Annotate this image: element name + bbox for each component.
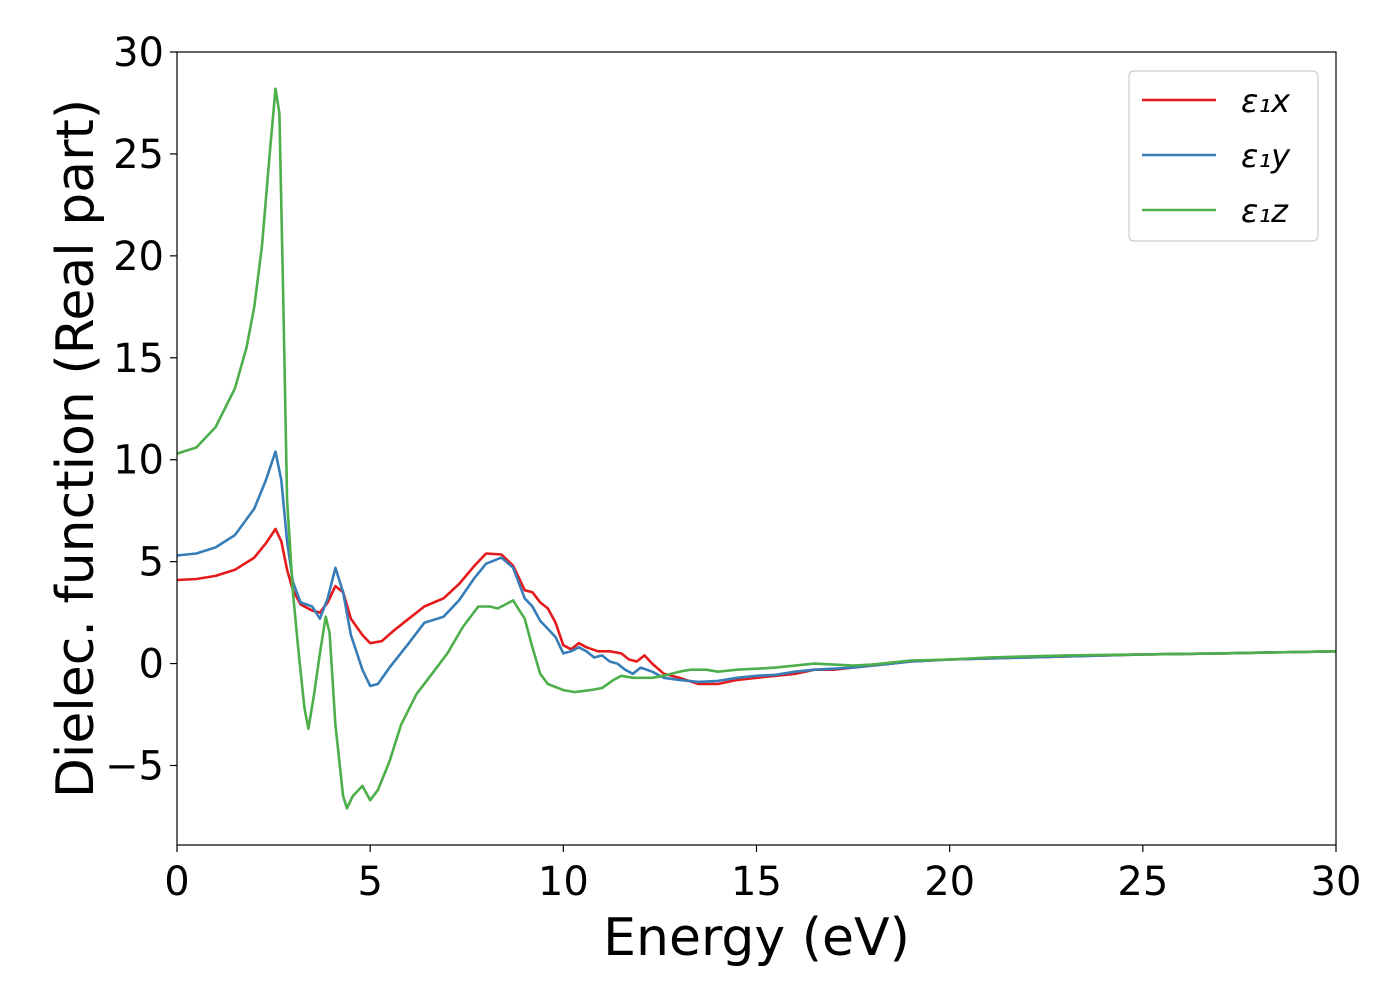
legend-label-3: ε₁z	[1241, 192, 1289, 230]
y-tick-label: 20	[113, 234, 164, 280]
legend-box	[1128, 70, 1319, 242]
x-tick-label: 25	[1117, 859, 1168, 905]
legend: ε₁x ε₁y ε₁z	[1128, 70, 1319, 242]
series-layer	[176, 87, 1337, 810]
y-tick-label: 25	[113, 132, 164, 178]
x-axis: 0 5 10 15 20 25 30	[164, 845, 1361, 905]
legend-label-1: ε₁x	[1241, 82, 1291, 120]
x-tick-label: 5	[357, 859, 382, 905]
y-tick-label: 10	[113, 438, 164, 484]
y-axis: −5 0 5 10 15 20 25 30	[105, 30, 177, 789]
x-tick-label: 30	[1311, 859, 1362, 905]
x-tick-label: 0	[164, 859, 189, 905]
y-axis-title: Dielec. function (Real part)	[46, 99, 106, 798]
legend-label-2: ε₁y	[1241, 137, 1291, 175]
x-axis-title: Energy (eV)	[603, 908, 910, 968]
y-tick-label: −5	[105, 743, 164, 789]
series-line-2	[176, 450, 1337, 688]
x-tick-label: 10	[538, 859, 589, 905]
series-line-3	[176, 87, 1337, 810]
y-tick-label: 5	[139, 540, 164, 586]
x-tick-label: 15	[731, 859, 782, 905]
y-tick-label: 15	[113, 336, 164, 382]
y-tick-label: 30	[113, 30, 164, 76]
y-tick-label: 0	[139, 642, 164, 688]
x-tick-label: 20	[924, 859, 975, 905]
